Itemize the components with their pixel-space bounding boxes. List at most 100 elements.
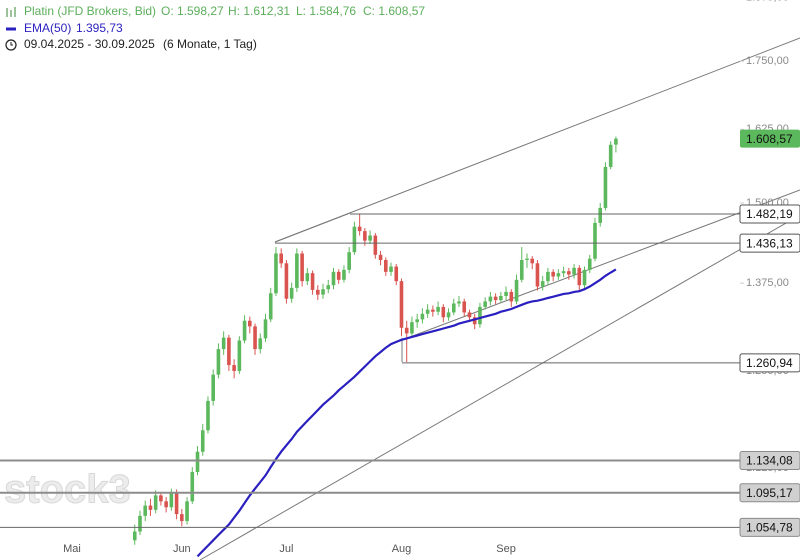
candle-body <box>185 501 189 522</box>
candle-body <box>336 271 341 280</box>
candle-body <box>378 254 383 261</box>
candle-body <box>310 273 315 290</box>
candle-body <box>509 291 514 302</box>
candle-body <box>519 260 524 280</box>
candle-body <box>567 271 571 275</box>
candle-body <box>535 263 540 287</box>
candle-body <box>132 531 137 541</box>
candle-body <box>598 207 603 223</box>
candle-body <box>190 472 195 502</box>
clock-hands <box>10 42 13 46</box>
candle-body <box>525 258 529 261</box>
chart-icon <box>6 7 16 17</box>
candle-body <box>556 273 561 277</box>
candle-body <box>159 495 163 502</box>
level-label: 1.054,78 <box>746 520 793 534</box>
ohlc-high: H: 1.612,31 <box>228 4 290 18</box>
level-tag <box>739 204 800 224</box>
candle-body <box>227 337 231 366</box>
candle-body <box>258 338 263 350</box>
candle-body <box>237 340 242 371</box>
candle-body <box>279 253 283 264</box>
candle-body <box>368 235 372 241</box>
candle-body <box>174 492 179 515</box>
candle-body <box>326 285 331 290</box>
candle-body <box>572 267 576 275</box>
y-tick-label: 1.875,00 <box>746 0 789 3</box>
candle-body <box>561 271 566 274</box>
candle-body <box>446 312 451 318</box>
candle-body <box>462 301 467 313</box>
candle-body <box>347 252 351 270</box>
candle-body <box>582 269 587 286</box>
candle-body <box>593 222 597 259</box>
candle-body <box>546 271 550 282</box>
candle-body <box>300 253 304 282</box>
candle-body <box>551 271 555 277</box>
level-tag <box>739 517 800 537</box>
legend-name: EMA(50) <box>24 21 71 35</box>
instrument-title: Platin (JFD Brokers, Bid) <box>24 4 156 18</box>
trend-line <box>274 37 800 243</box>
candle-body <box>284 263 289 299</box>
date-range: 09.04.2025 - 30.09.2025 <box>24 37 155 51</box>
candle-body <box>415 319 419 323</box>
candle-body <box>467 312 472 318</box>
watermark: stock3 <box>4 468 131 512</box>
last-price-tag <box>740 129 800 148</box>
plot-area <box>132 136 618 558</box>
level-tag <box>739 353 800 373</box>
candle-body <box>472 317 477 325</box>
candle-body <box>373 235 378 255</box>
ema-line <box>196 268 617 558</box>
x-tick-label: Jul <box>279 543 293 555</box>
candle-body <box>164 501 168 508</box>
candle-body <box>263 319 268 339</box>
level-label: 1.134,08 <box>746 454 793 468</box>
candle-body <box>488 296 493 302</box>
candle-body <box>383 260 388 272</box>
candle-body <box>221 337 226 350</box>
candle-body <box>211 374 215 401</box>
candle-body <box>608 144 613 167</box>
level-label: 1.436,13 <box>746 236 793 250</box>
candle-body <box>394 266 399 282</box>
candle-body <box>342 269 346 280</box>
candle-body <box>268 293 273 320</box>
candle-body <box>540 281 545 287</box>
candle-body <box>321 289 325 295</box>
candle-body <box>499 295 503 301</box>
candle-body <box>253 326 257 350</box>
level-label: 1.095,17 <box>746 486 793 500</box>
candle-body <box>242 320 247 341</box>
x-tick-label: Mai <box>63 543 81 555</box>
candle-body <box>614 138 618 145</box>
candle-body <box>295 253 299 288</box>
candle-body <box>441 306 446 318</box>
candle-body <box>530 258 535 264</box>
candle-body <box>138 515 142 532</box>
period: (6 Monate, 1 Tag) <box>163 37 257 51</box>
level-tag <box>739 233 800 253</box>
candle-body <box>148 505 153 510</box>
y-tick-label: 1.750,00 <box>746 55 789 67</box>
clock-icon <box>5 39 17 51</box>
candle-body <box>169 492 174 508</box>
ohlc-low: L: 1.584,76 <box>296 4 356 18</box>
candle-body <box>357 226 362 232</box>
candle-body <box>289 287 294 299</box>
candle-body <box>483 301 487 307</box>
candle-body <box>603 166 608 208</box>
legend-value: 1.395,73 <box>76 21 123 35</box>
candle-body <box>180 514 184 522</box>
x-tick-label: Jun <box>173 543 191 555</box>
candle-body <box>478 306 482 325</box>
x-tick-label: Sep <box>496 543 516 555</box>
candle-body <box>493 296 498 301</box>
candle-body <box>200 430 205 452</box>
ohlc-open: O: 1.598,27 <box>161 4 224 18</box>
candle-body <box>232 365 236 371</box>
candle-body <box>316 289 320 295</box>
candle-body <box>504 291 508 296</box>
candle-body <box>431 309 435 312</box>
